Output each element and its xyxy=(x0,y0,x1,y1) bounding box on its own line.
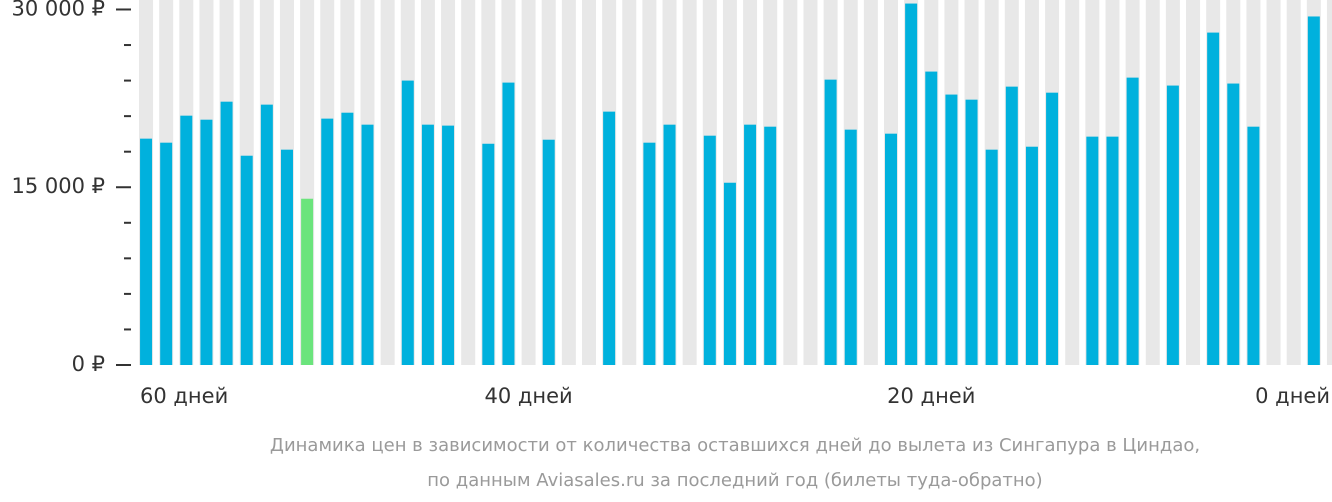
bar xyxy=(885,133,898,365)
bar xyxy=(844,129,857,365)
bar xyxy=(744,124,757,366)
bar xyxy=(663,124,676,366)
column-bg xyxy=(561,0,576,365)
bar xyxy=(160,142,173,365)
column-bg xyxy=(521,0,536,365)
column-bg xyxy=(1065,0,1080,365)
y-tick-label: 0 ₽ xyxy=(72,352,105,376)
column-bg xyxy=(581,0,596,365)
bar xyxy=(502,82,515,365)
bar xyxy=(180,115,193,365)
x-tick-label: 0 дней xyxy=(1255,384,1330,408)
column-bg xyxy=(1186,0,1201,365)
column-bg xyxy=(682,0,697,365)
bar xyxy=(260,104,273,365)
column-bg xyxy=(1286,0,1301,365)
column-bg xyxy=(803,0,818,365)
caption: по данным Aviasales.ru за последний год … xyxy=(427,470,1042,491)
bar xyxy=(442,125,455,365)
bar xyxy=(482,143,495,365)
column-bg xyxy=(863,0,878,365)
bar xyxy=(321,118,334,365)
column-bg xyxy=(1326,0,1332,365)
y-tick-label: 30 000 ₽ xyxy=(11,0,105,20)
bar xyxy=(421,124,434,366)
bar xyxy=(643,142,656,365)
bar xyxy=(341,112,354,365)
bar xyxy=(905,3,918,365)
bar xyxy=(140,138,153,365)
column-bg xyxy=(1266,0,1281,365)
bar xyxy=(985,149,998,365)
bar xyxy=(1207,32,1220,365)
bar xyxy=(240,155,253,365)
x-tick-label: 60 дней xyxy=(140,384,228,408)
bar xyxy=(401,80,414,366)
bar xyxy=(945,94,958,366)
bar xyxy=(220,101,233,365)
bar xyxy=(1025,146,1038,365)
x-tick-label: 40 дней xyxy=(484,384,572,408)
bar xyxy=(1086,136,1099,365)
y-tick-label: 15 000 ₽ xyxy=(11,174,105,198)
bar xyxy=(1046,92,1059,365)
bar xyxy=(603,111,616,365)
bar xyxy=(965,99,978,365)
column-bg xyxy=(1145,0,1160,365)
bar xyxy=(764,126,777,365)
column-bg xyxy=(622,0,637,365)
bar xyxy=(1166,85,1179,365)
column-bg xyxy=(380,0,395,365)
bar xyxy=(1307,16,1320,365)
bar xyxy=(1106,136,1119,365)
bar xyxy=(1227,83,1240,365)
bar xyxy=(200,119,213,365)
bar xyxy=(1126,77,1139,365)
column-bg xyxy=(461,0,476,365)
bar xyxy=(361,124,374,366)
caption: Динамика цен в зависимости от количества… xyxy=(270,435,1200,456)
bar xyxy=(1247,126,1260,365)
bar xyxy=(301,198,314,365)
bar xyxy=(723,182,736,365)
x-tick-label: 20 дней xyxy=(887,384,975,408)
bar xyxy=(703,135,716,365)
bar xyxy=(542,139,555,365)
bar xyxy=(824,79,837,366)
bar xyxy=(280,149,293,365)
bar xyxy=(925,71,938,366)
column-bg xyxy=(783,0,798,365)
bar xyxy=(1005,86,1018,366)
